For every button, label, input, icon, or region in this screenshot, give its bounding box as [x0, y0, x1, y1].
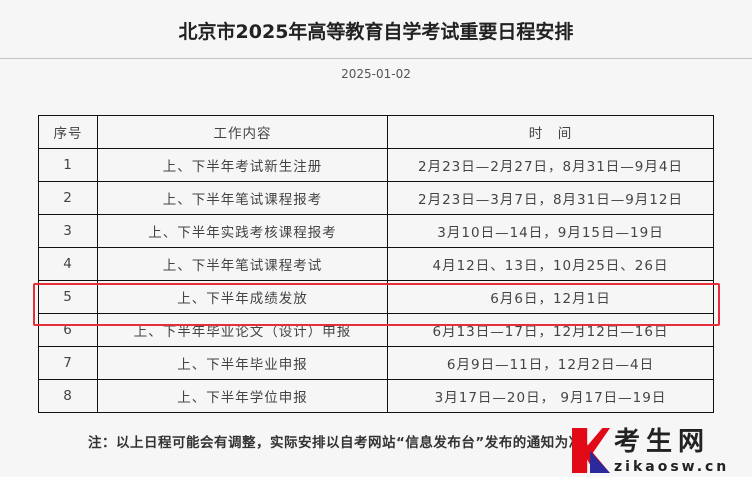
schedule-table: 序号 工作内容 时 间 1 上、下半年考试新生注册 2月23日—2月27日，8月31… [38, 115, 714, 413]
row-task: 上、下半年毕业申报 [97, 346, 388, 380]
table-row: 8 上、下半年学位申报 3月17日—20日， 9月17日—19日 [38, 379, 714, 413]
header-index: 序号 [38, 115, 98, 149]
row-time: 6月9日—11日，12月2日—4日 [387, 346, 714, 380]
site-logo: 考生网 zikaosw.cn [572, 421, 752, 477]
header-time: 时 间 [387, 115, 714, 149]
row-index: 3 [38, 214, 98, 248]
row-task: 上、下半年学位申报 [97, 379, 388, 413]
header-task: 工作内容 [97, 115, 388, 149]
page-title: 北京市2025年高等教育自学考试重要日程安排 [178, 21, 574, 43]
table-row: 2 上、下半年笔试课程报考 2月23日—3月7日，8月31日—9月12日 [38, 181, 714, 215]
divider [0, 58, 752, 59]
table-row: 5 上、下半年成绩发放 6月6日，12月1日 [38, 280, 714, 314]
row-time: 3月10日—14日，9月15日—19日 [387, 214, 714, 248]
row-index: 4 [38, 247, 98, 281]
table-header-row: 序号 工作内容 时 间 [38, 115, 714, 149]
publish-date: 2025-01-02 [341, 67, 411, 81]
row-task: 上、下半年毕业论文（设计）申报 [97, 313, 388, 347]
logo-text-en: zikaosw.cn [614, 459, 730, 475]
row-time: 6月13日—17日，12月12日—16日 [387, 313, 714, 347]
row-index: 5 [38, 280, 98, 314]
row-task: 上、下半年笔试课程报考 [97, 181, 388, 215]
table-row: 4 上、下半年笔试课程考试 4月12日、13日，10月25日、26日 [38, 247, 714, 281]
logo-text-cn: 考生网 [614, 427, 711, 457]
highlight-box [33, 283, 720, 326]
row-index: 8 [38, 379, 98, 413]
row-index: 1 [38, 148, 98, 182]
row-time: 6月6日，12月1日 [387, 280, 714, 314]
row-time: 3月17日—20日， 9月17日—19日 [387, 379, 714, 413]
row-time: 4月12日、13日，10月25日、26日 [387, 247, 714, 281]
table-row: 7 上、下半年毕业申报 6月9日—11日，12月2日—4日 [38, 346, 714, 380]
row-task: 上、下半年考试新生注册 [97, 148, 388, 182]
row-task: 上、下半年笔试课程考试 [97, 247, 388, 281]
row-time: 2月23日—3月7日，8月31日—9月12日 [387, 181, 714, 215]
row-time: 2月23日—2月27日，8月31日—9月4日 [387, 148, 714, 182]
table-row: 6 上、下半年毕业论文（设计）申报 6月13日—17日，12月12日—16日 [38, 313, 714, 347]
row-index: 2 [38, 181, 98, 215]
row-index: 7 [38, 346, 98, 380]
table-row: 3 上、下半年实践考核课程报考 3月10日—14日，9月15日—19日 [38, 214, 714, 248]
footnote: 注：以上日程可能会有调整，实际安排以自考网站“信息发布台”发布的通知为准。 [88, 435, 597, 451]
table-row: 1 上、下半年考试新生注册 2月23日—2月27日，8月31日—9月4日 [38, 148, 714, 182]
row-task: 上、下半年实践考核课程报考 [97, 214, 388, 248]
